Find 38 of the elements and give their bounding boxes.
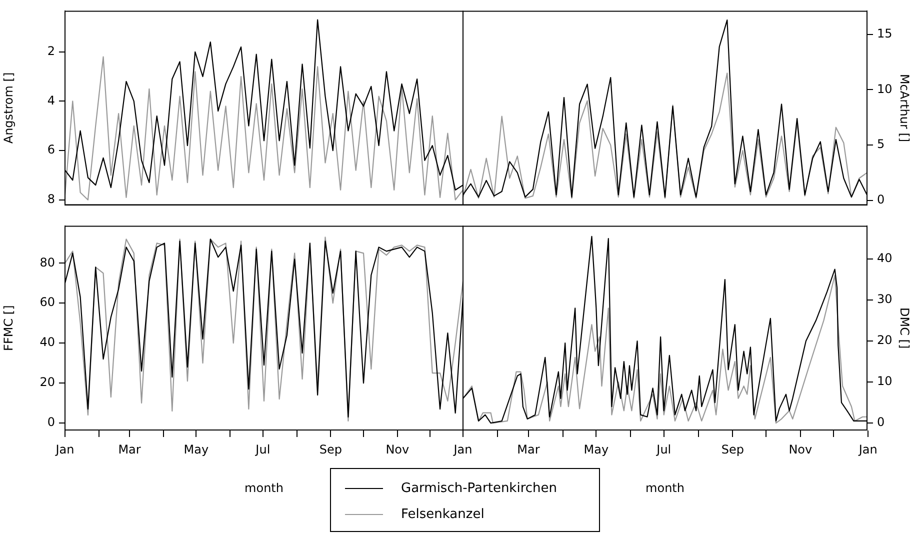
x-tick-label: Jul [656, 442, 672, 456]
y2-tick-label: 20 [877, 333, 892, 348]
x-axis-title: month [646, 480, 684, 495]
y-tick-label: 2 [47, 44, 55, 58]
x-tick-label: Nov [788, 442, 812, 456]
y-axis-title: Angstrom [] [1, 72, 16, 144]
y2-tick-label: 0 [877, 415, 885, 430]
y2-tick-label: 10 [877, 374, 892, 388]
x-tick-label: Jan [54, 442, 74, 456]
y-tick-label: 8 [47, 192, 55, 206]
y2-axis-title: DMC [] [898, 308, 912, 349]
x-tick-label: Jan [452, 442, 472, 456]
y2-axis-title: McArthur [] [898, 74, 912, 142]
y-tick-label: 6 [47, 142, 55, 157]
x-axis-title: month [244, 480, 284, 495]
x-tick-label: Mar [118, 442, 141, 456]
y-tick-label: 4 [47, 93, 55, 108]
y2-tick-label: 5 [877, 137, 885, 152]
x-tick-label: May [184, 442, 209, 456]
legend-label: Felsenkanzel [401, 506, 484, 522]
legend-label: Garmisch-Partenkirchen [401, 480, 558, 496]
y2-tick-label: 15 [877, 26, 892, 41]
x-tick-label: Sep [721, 442, 744, 456]
y2-tick-label: 0 [877, 192, 885, 206]
y-tick-label: 40 [40, 335, 55, 350]
y-tick-label: 60 [40, 295, 55, 310]
x-tick-label: May [584, 442, 609, 456]
x-tick-label: Mar [517, 442, 540, 456]
y-axis-title: FFMC [] [1, 305, 16, 351]
x-tick-label: Sep [319, 442, 342, 456]
y2-tick-label: 30 [877, 292, 892, 306]
y-tick-label: 20 [40, 375, 55, 390]
y2-tick-label: 10 [877, 82, 892, 96]
y2-tick-label: 40 [877, 251, 892, 266]
x-tick-label: Nov [386, 442, 410, 456]
y-tick-label: 0 [47, 415, 55, 430]
y-tick-label: 80 [40, 255, 55, 270]
x-tick-label: Jul [254, 442, 270, 456]
